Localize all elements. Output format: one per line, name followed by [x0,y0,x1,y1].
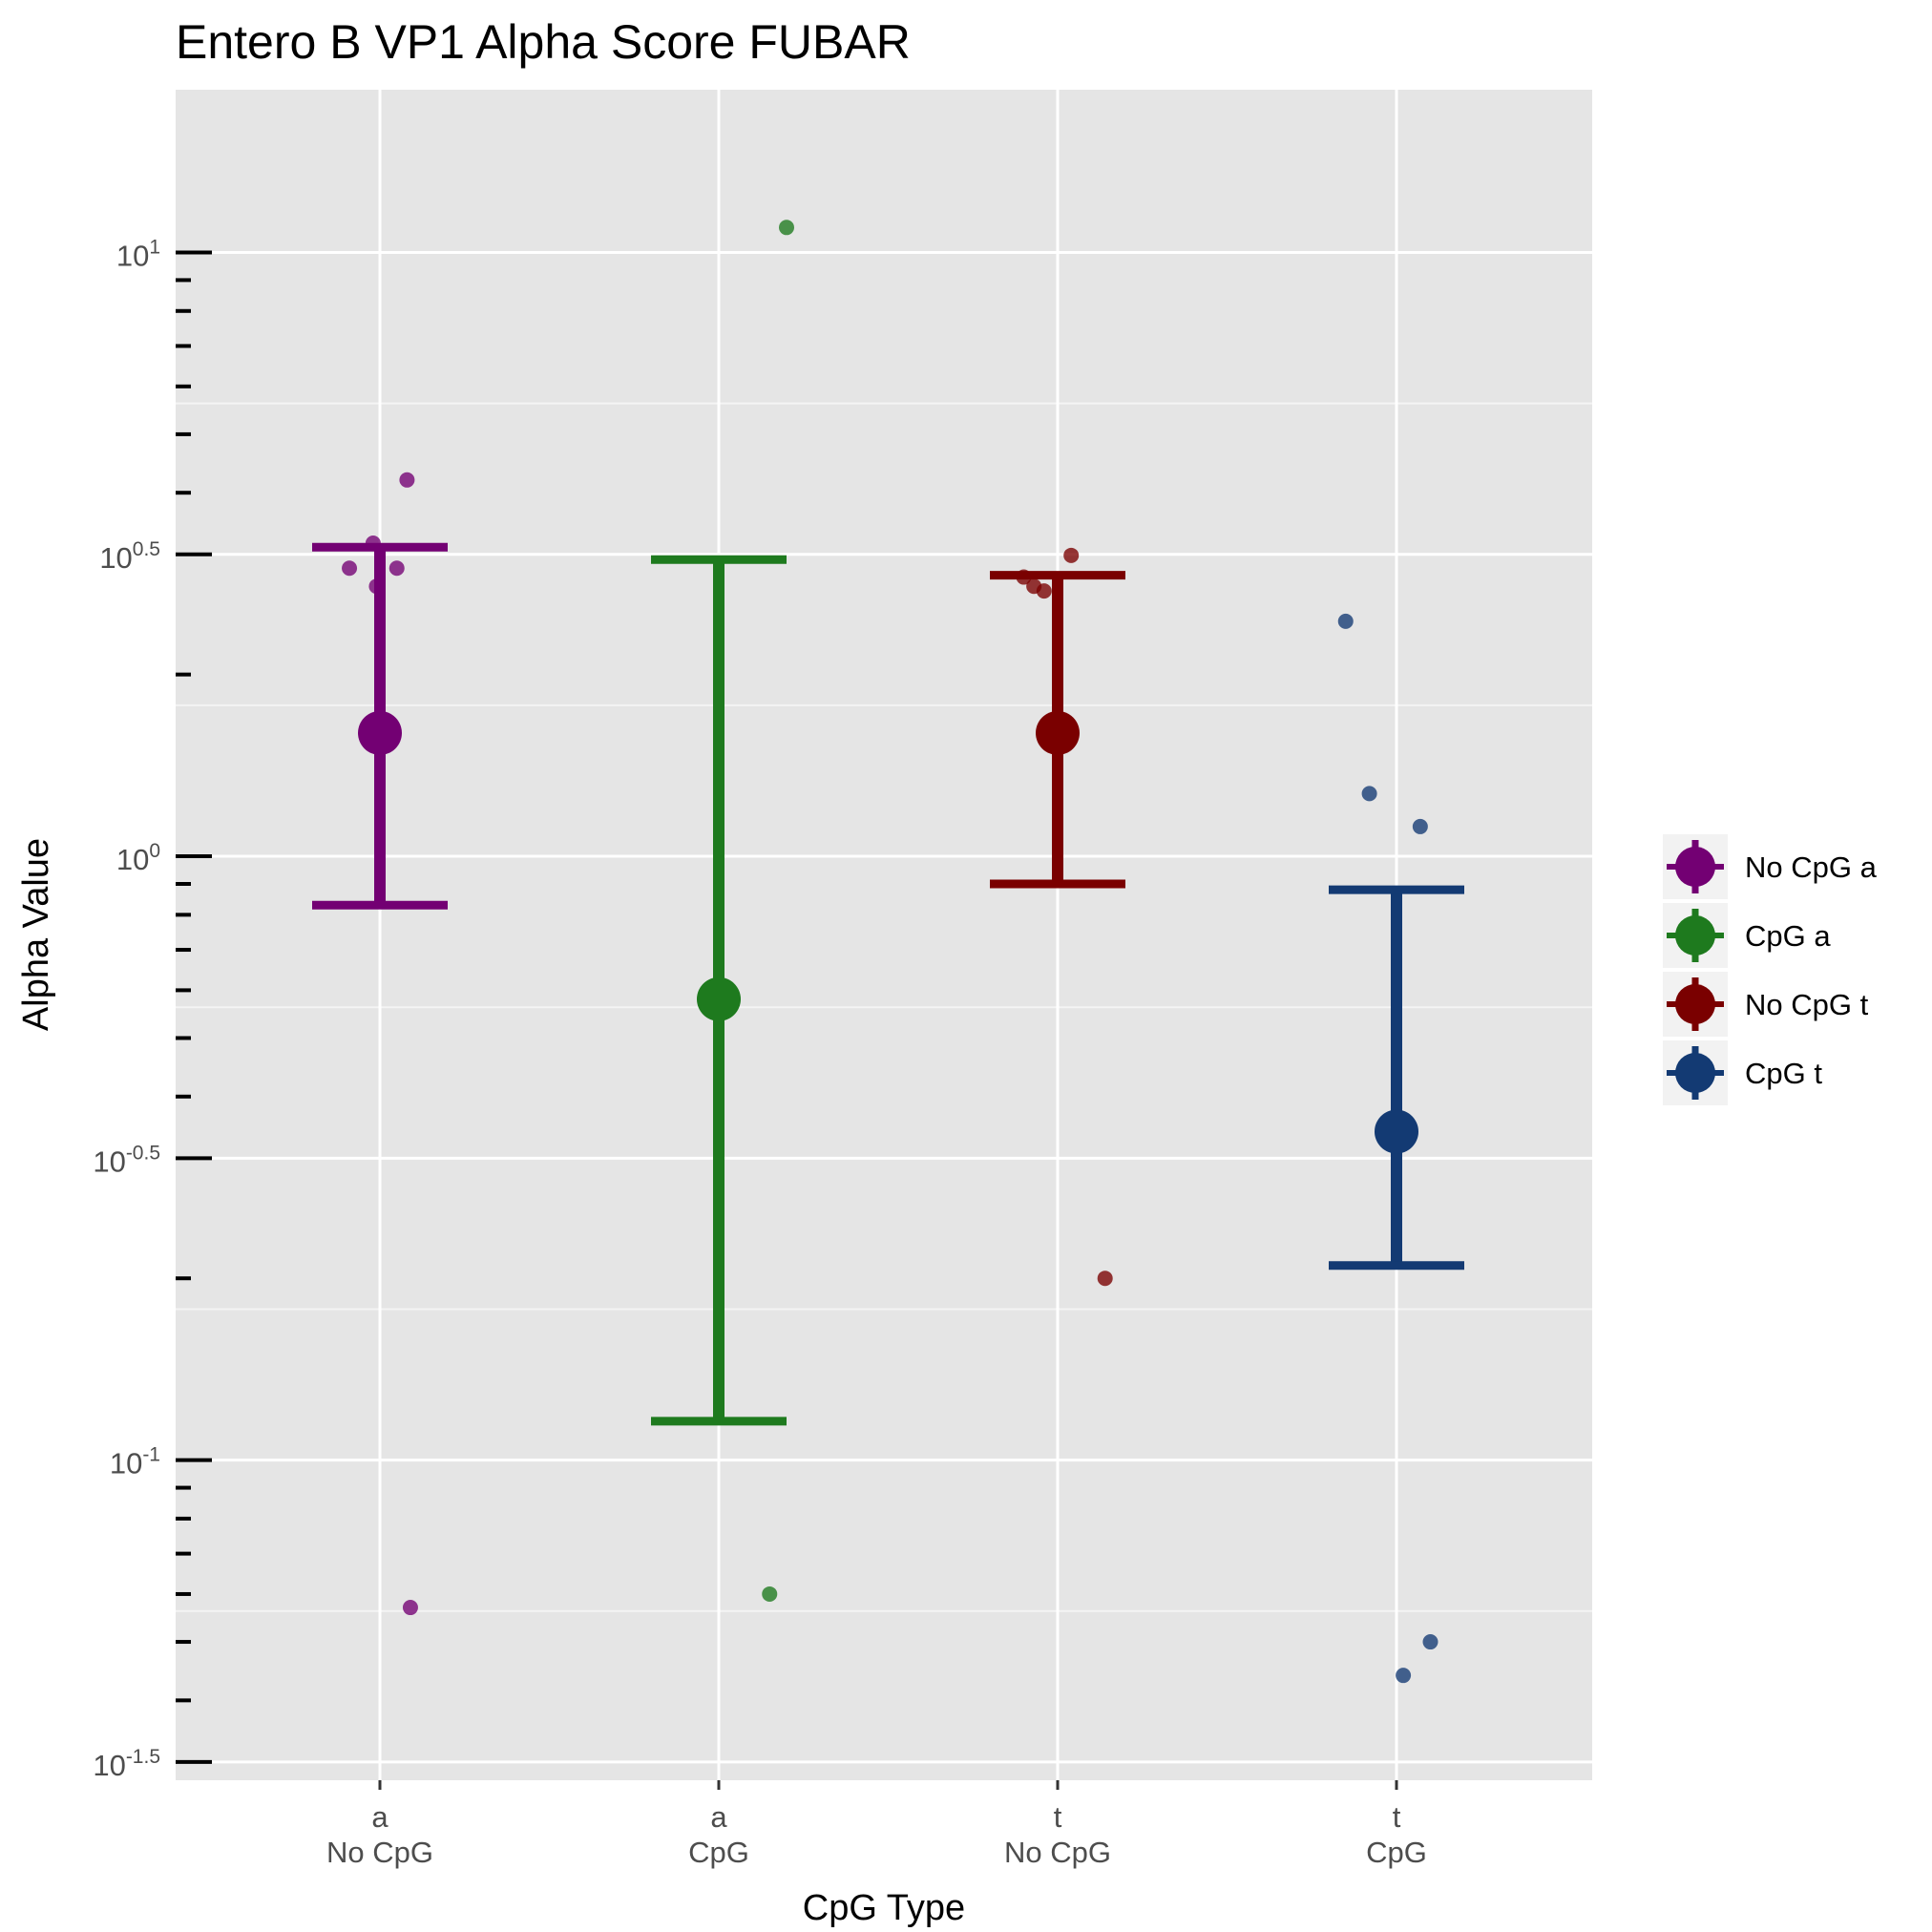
legend-key-point [1675,1053,1715,1093]
data-point [779,220,794,236]
grid-minor [176,402,1592,1612]
y-axis: 101 100.5 100 10-0.5 10-1 10-1.5 [93,236,212,1782]
mean-point [697,976,741,1021]
mean-point [1375,1109,1418,1154]
legend-key-point [1675,984,1715,1024]
error-bars [312,542,1464,1426]
x-tick-label: No CpG [1004,1836,1111,1869]
data-point [1412,818,1428,834]
legend-label: No CpG a [1745,850,1878,884]
data-point [1036,583,1052,599]
data-point [399,472,415,488]
legend: No CpG a CpG a No CpG t CpG t [1663,834,1878,1105]
y-tick-label: 10-0.5 [93,1142,160,1178]
mean-point [1036,710,1080,755]
y-tick-label: 10-1.5 [93,1746,160,1782]
data-point [342,560,358,577]
legend-key-point [1675,915,1715,956]
x-tick-label: t [1393,1800,1401,1834]
data-point [1063,547,1080,563]
data-point [1337,613,1354,629]
mean-point [358,710,402,755]
y-tick-label: 100.5 [99,538,160,575]
x-axis-title: CpG Type [803,1888,965,1928]
legend-key-point [1675,847,1715,887]
y-axis-title: Alpha Value [16,838,56,1031]
x-tick-label: t [1054,1800,1062,1834]
data-point [762,1586,778,1602]
x-tick-label: a [371,1800,388,1834]
data-point [1097,1270,1113,1287]
x-tick-label: a [710,1800,727,1834]
legend-label: CpG a [1745,919,1831,953]
jitter-points [342,220,1438,1684]
data-point [1422,1634,1438,1650]
y-tick-label: 10-1 [110,1444,160,1480]
legend-label: CpG t [1745,1057,1822,1090]
plot-panel [176,90,1592,1780]
data-point [1361,786,1377,802]
chart-title: Entero B VP1 Alpha Score FUBAR [176,15,911,69]
legend-label: No CpG t [1745,988,1869,1021]
data-point [388,560,405,577]
y-tick-label: 100 [116,840,160,876]
y-tick-label: 101 [116,236,160,272]
x-tick-label: No CpG [326,1836,433,1869]
x-tick-label: CpG [1366,1836,1427,1869]
data-point [402,1600,418,1616]
x-tick-label: CpG [688,1836,749,1869]
data-point [1396,1668,1412,1684]
